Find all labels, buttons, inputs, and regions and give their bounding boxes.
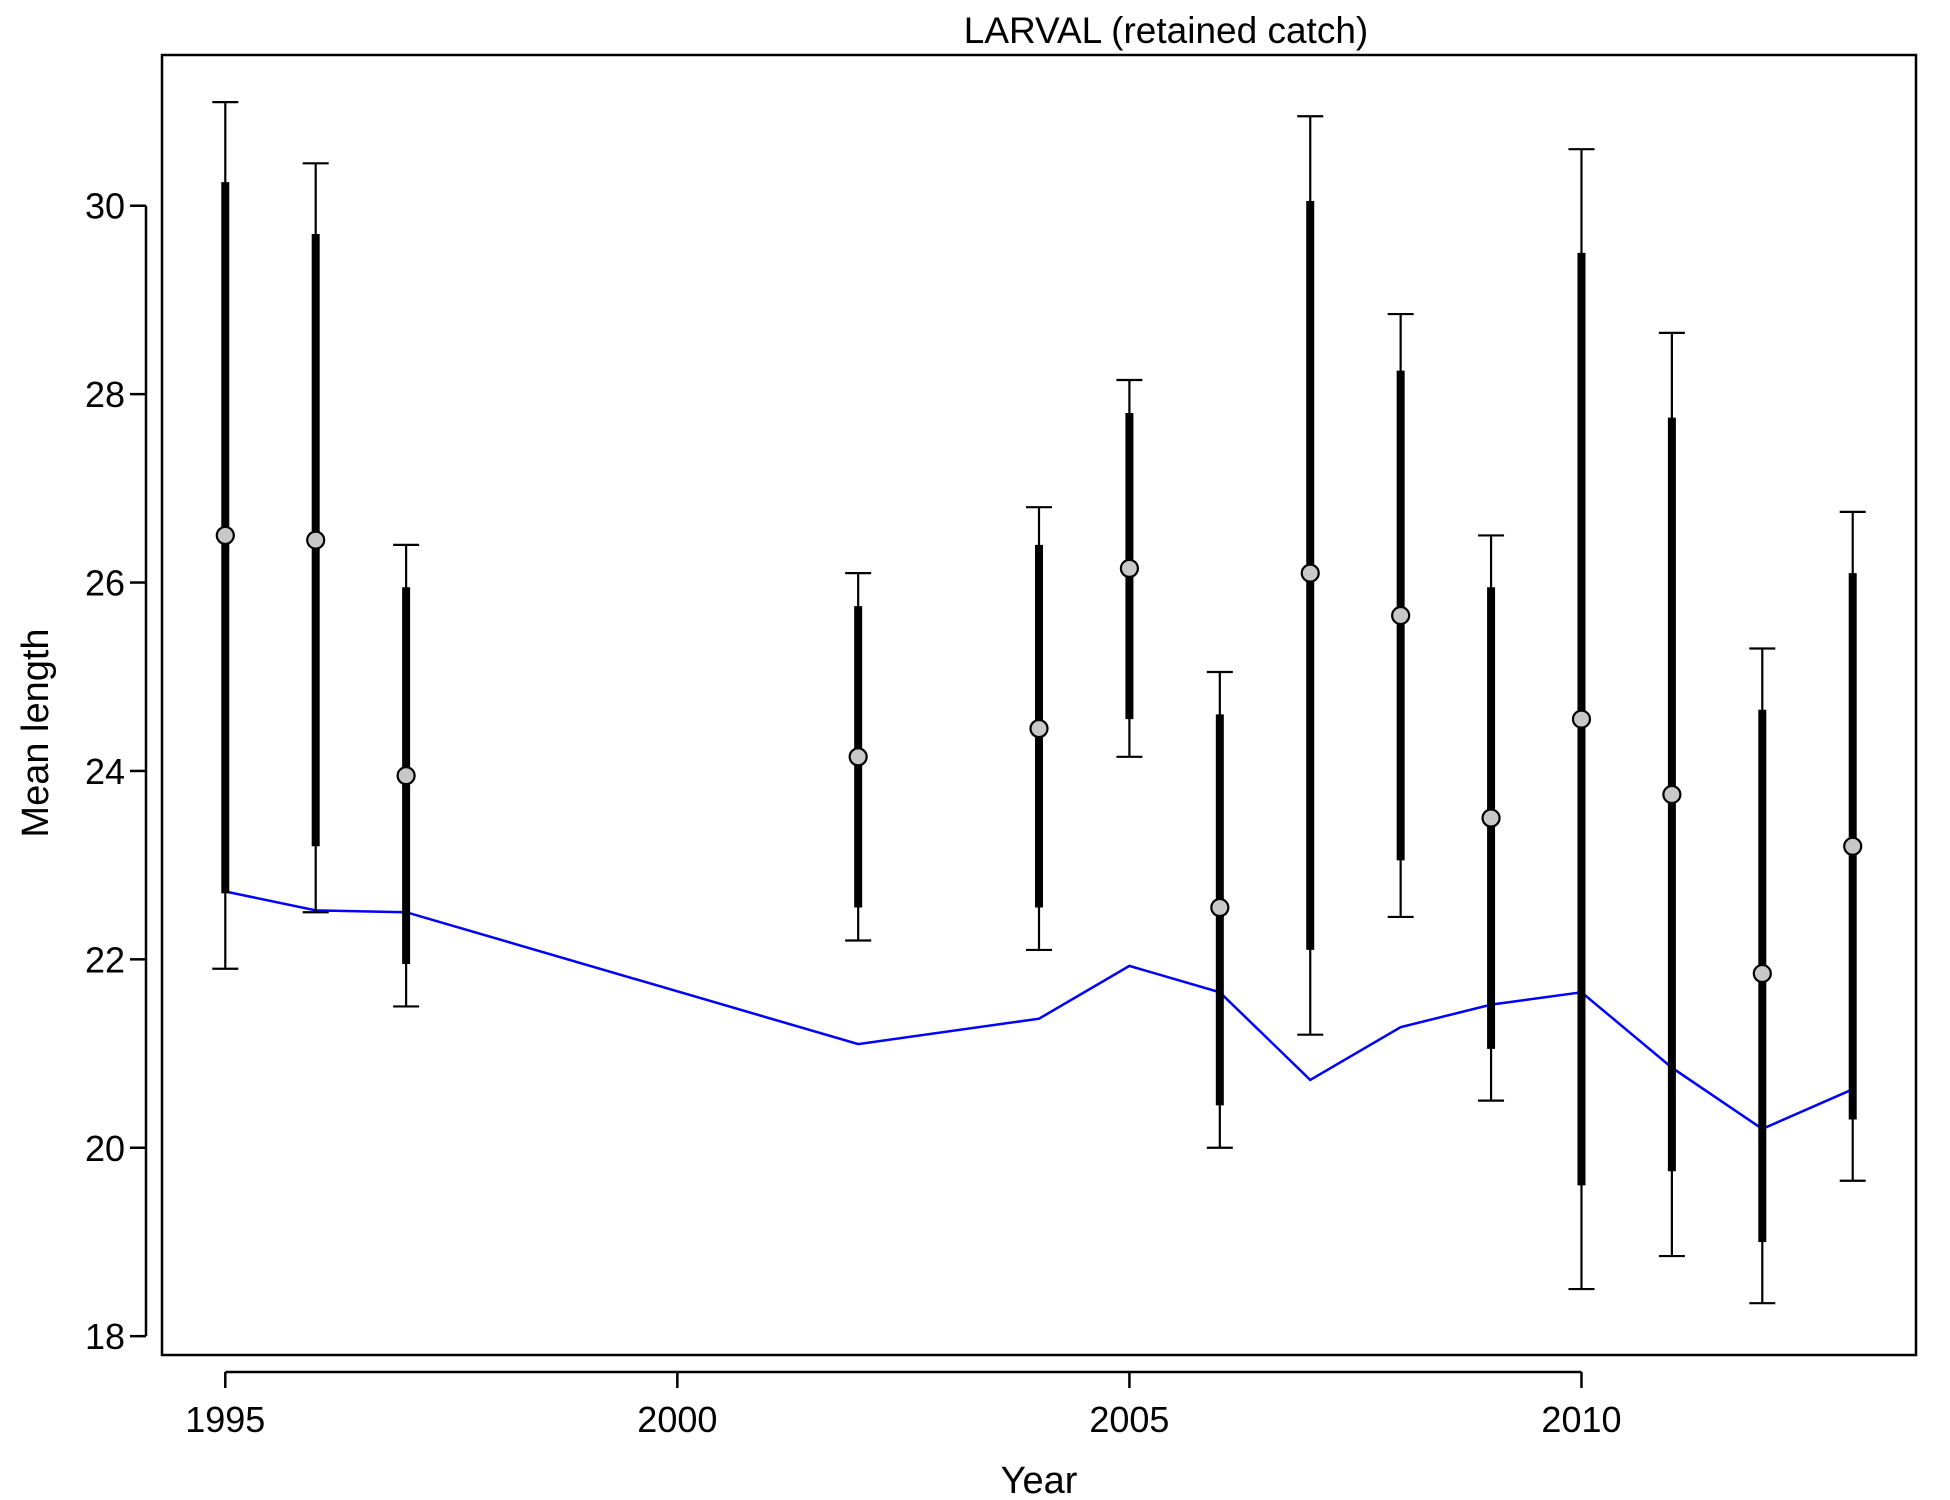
y-tick-label-22: 22 xyxy=(85,939,125,980)
y-tick-label-26: 26 xyxy=(85,563,125,604)
x-tick-label-2005: 2005 xyxy=(1089,1399,1169,1440)
observation-1995 xyxy=(212,101,239,970)
mean-point-2002 xyxy=(848,747,868,767)
y-tick-label-28: 28 xyxy=(85,374,125,415)
observation-2005 xyxy=(1116,378,1143,758)
observation-1996 xyxy=(302,162,329,914)
mean-point-2008 xyxy=(1391,605,1411,626)
observation-2008 xyxy=(1387,312,1414,919)
y-axis: 18 20 22 24 26 28 30 xyxy=(85,186,148,1357)
observation-2002 xyxy=(845,572,872,942)
mean-point-2006 xyxy=(1210,897,1230,918)
y-tick-label-30: 30 xyxy=(85,186,125,227)
observation-2011 xyxy=(1658,331,1685,1258)
mean-point-2011 xyxy=(1662,784,1682,805)
y-tick-label-24: 24 xyxy=(85,751,125,792)
x-axis: 1995 2000 2005 2010 xyxy=(185,1370,1622,1440)
mean-point-1997 xyxy=(396,766,416,786)
mean-point-1996 xyxy=(306,530,326,550)
x-tick-label-2000: 2000 xyxy=(637,1399,717,1440)
mean-point-2009 xyxy=(1481,808,1501,828)
x-tick-label-1995: 1995 xyxy=(185,1399,265,1440)
mean-point-2004 xyxy=(1029,718,1049,739)
mean-point-2010 xyxy=(1571,709,1592,729)
observation-2006 xyxy=(1206,670,1233,1149)
observed-series xyxy=(212,101,1866,1305)
mean-point-2007 xyxy=(1300,563,1320,583)
observation-2013 xyxy=(1839,510,1866,1182)
mean-point-2012 xyxy=(1752,963,1772,984)
observation-2009 xyxy=(1478,534,1505,1102)
observation-2004 xyxy=(1026,506,1052,952)
mean-point-2013 xyxy=(1843,836,1863,856)
observation-2010 xyxy=(1568,148,1595,1291)
x-tick-label-2010: 2010 xyxy=(1541,1399,1621,1440)
plot-frame xyxy=(160,53,1918,1357)
mean-point-1995 xyxy=(215,525,235,546)
observation-2012 xyxy=(1749,647,1776,1305)
expected-line xyxy=(225,890,1854,1131)
observation-1997 xyxy=(393,543,420,1008)
x-axis-title: Year xyxy=(1001,1460,1078,1500)
expected-series xyxy=(225,890,1854,1131)
y-tick-label-20: 20 xyxy=(85,1128,125,1169)
chart-title: LARVAL (retained catch) xyxy=(964,10,1368,51)
y-tick-label-18: 18 xyxy=(85,1316,125,1357)
mean-point-2005 xyxy=(1119,558,1140,579)
y-axis-title: Mean length xyxy=(15,628,57,837)
observation-2007 xyxy=(1297,115,1324,1036)
